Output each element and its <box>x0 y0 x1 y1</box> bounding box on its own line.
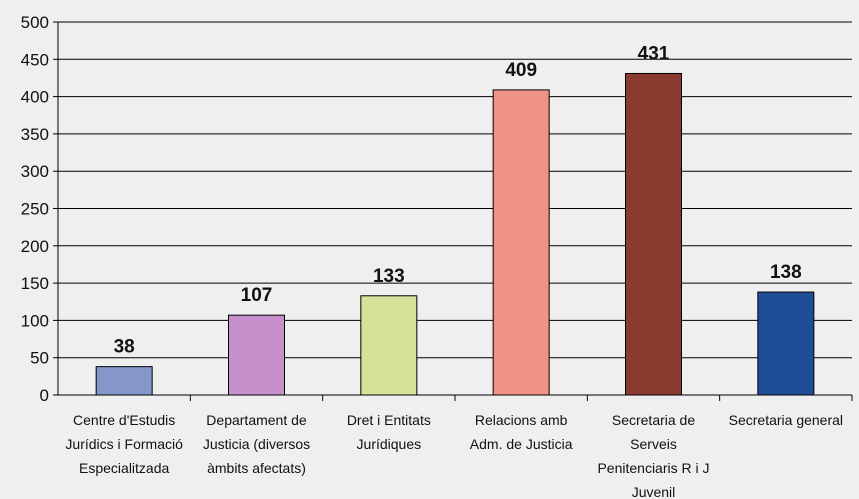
y-axis-tick-labels: 0 50 100 150 200 250 300 350 400 450 500 <box>21 13 49 405</box>
category-label-line: àmbits afectats) <box>207 460 306 476</box>
category-label: Dret i Entitats Jurídiques <box>347 412 431 452</box>
y-tick-label: 400 <box>21 88 49 107</box>
category-label-line: Especialitzada <box>79 460 169 476</box>
category-label-line: Centre d'Estudis <box>73 412 175 428</box>
category-label-line: Adm. de Justicia <box>470 436 573 452</box>
category-label: Secretaria general <box>729 412 843 428</box>
y-tick-label: 0 <box>40 386 49 405</box>
data-label: 138 <box>770 262 802 283</box>
y-tick-label: 250 <box>21 200 49 219</box>
category-label-line: Secretaria general <box>729 412 843 428</box>
bar <box>360 295 418 396</box>
bars <box>95 72 815 396</box>
y-tick-label: 300 <box>21 162 49 181</box>
bar <box>228 314 285 396</box>
y-tick-label: 150 <box>21 274 49 293</box>
category-label-line: Jurídics i Formació <box>65 436 183 452</box>
y-tick-label: 200 <box>21 237 49 256</box>
category-label-line: Juvenil <box>632 484 676 499</box>
category-labels: Centre d'Estudis Jurídics i Formació Espec… <box>65 412 843 499</box>
data-label: 409 <box>505 60 537 81</box>
category-label-line: Jurídiques <box>357 436 422 452</box>
data-label: 107 <box>241 285 273 306</box>
category-label: Relacions amb Adm. de Justicia <box>470 412 573 452</box>
data-label: 133 <box>373 266 405 287</box>
y-tick-label: 100 <box>21 311 49 330</box>
category-label: Departament de Justicia (diversos àmbits a… <box>203 412 310 476</box>
y-tick-label: 50 <box>30 349 49 368</box>
category-label-line: Departament de <box>206 412 307 428</box>
y-tick-label: 350 <box>21 125 49 144</box>
gridlines <box>53 21 853 401</box>
category-label: Secretaria de Serveis Penitenciaris R i J J… <box>597 412 709 499</box>
data-labels: 38 107 133 409 431 138 <box>114 43 802 357</box>
y-tick-label: 450 <box>21 50 49 69</box>
y-tick-label: 500 <box>21 13 49 32</box>
bar <box>95 366 153 396</box>
category-label-line: Secretaria de <box>612 412 695 428</box>
category-label-line: Serveis <box>630 436 677 452</box>
bar <box>625 72 682 396</box>
data-label: 38 <box>114 337 135 358</box>
category-label-line: Penitenciaris R i J <box>597 460 709 476</box>
bar <box>492 89 550 396</box>
bar <box>757 291 815 396</box>
category-label-line: Justicia (diversos <box>203 436 310 452</box>
data-label: 431 <box>638 43 670 64</box>
category-label: Centre d'Estudis Jurídics i Formació Espec… <box>65 412 183 476</box>
category-label-line: Dret i Entitats <box>347 412 431 428</box>
category-label-line: Relacions amb <box>475 412 568 428</box>
